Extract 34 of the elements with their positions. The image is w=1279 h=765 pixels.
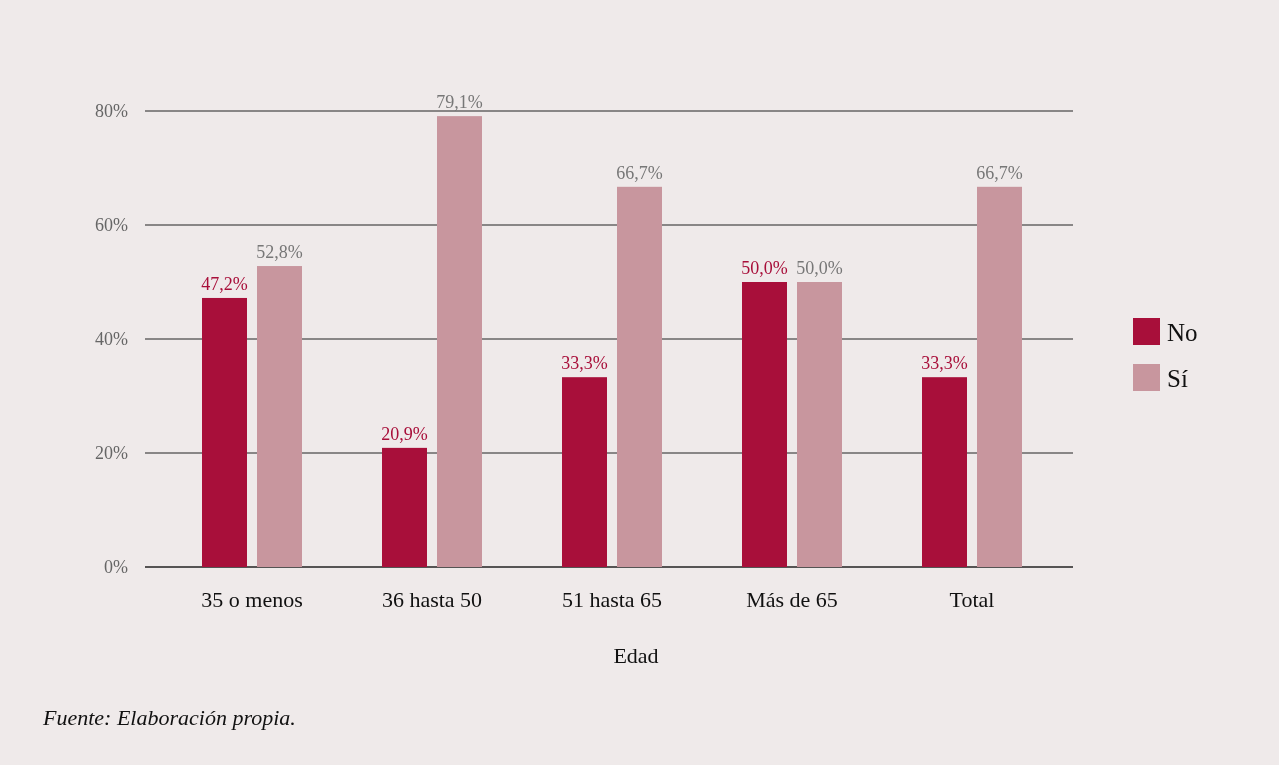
x-tick-label: 35 o menos [201, 587, 303, 612]
x-tick-label: 36 hasta 50 [381, 587, 483, 612]
data-label: 33,3% [561, 353, 608, 374]
data-label: 66,7% [616, 162, 663, 183]
legend-label: No [1167, 319, 1198, 346]
data-label: 50,0% [796, 258, 843, 278]
bar [382, 447, 427, 567]
x-tick-label: Más de 65 [746, 587, 838, 612]
x-axis-title: Edad [613, 643, 659, 668]
source-note: Fuente: Elaboración propia. [42, 705, 296, 730]
data-label: 52,8% [256, 242, 303, 263]
data-label: 20,9% [381, 423, 428, 444]
y-tick-label: 0% [104, 557, 128, 577]
y-tick-label: 60% [95, 215, 128, 235]
bar [797, 282, 842, 567]
data-label: 79,1% [436, 92, 483, 113]
y-tick-label: 40% [95, 329, 128, 349]
y-tick-label: 20% [95, 443, 128, 463]
bar [562, 377, 607, 567]
data-label: 33,3% [921, 353, 968, 374]
bar [977, 186, 1022, 567]
data-label: 66,7% [976, 162, 1023, 183]
bar [202, 297, 247, 567]
legend-label: Sí [1167, 365, 1188, 392]
x-tick-label: 51 hasta 65 [561, 587, 663, 612]
bar [437, 116, 482, 567]
y-tick-label: 80% [95, 101, 128, 121]
x-tick-label: Total [949, 587, 995, 612]
data-label: 50,0% [741, 258, 788, 278]
bar [617, 186, 662, 567]
bar [742, 282, 787, 567]
bar [922, 377, 967, 567]
data-label: 47,2% [201, 273, 248, 294]
bar [257, 266, 302, 567]
